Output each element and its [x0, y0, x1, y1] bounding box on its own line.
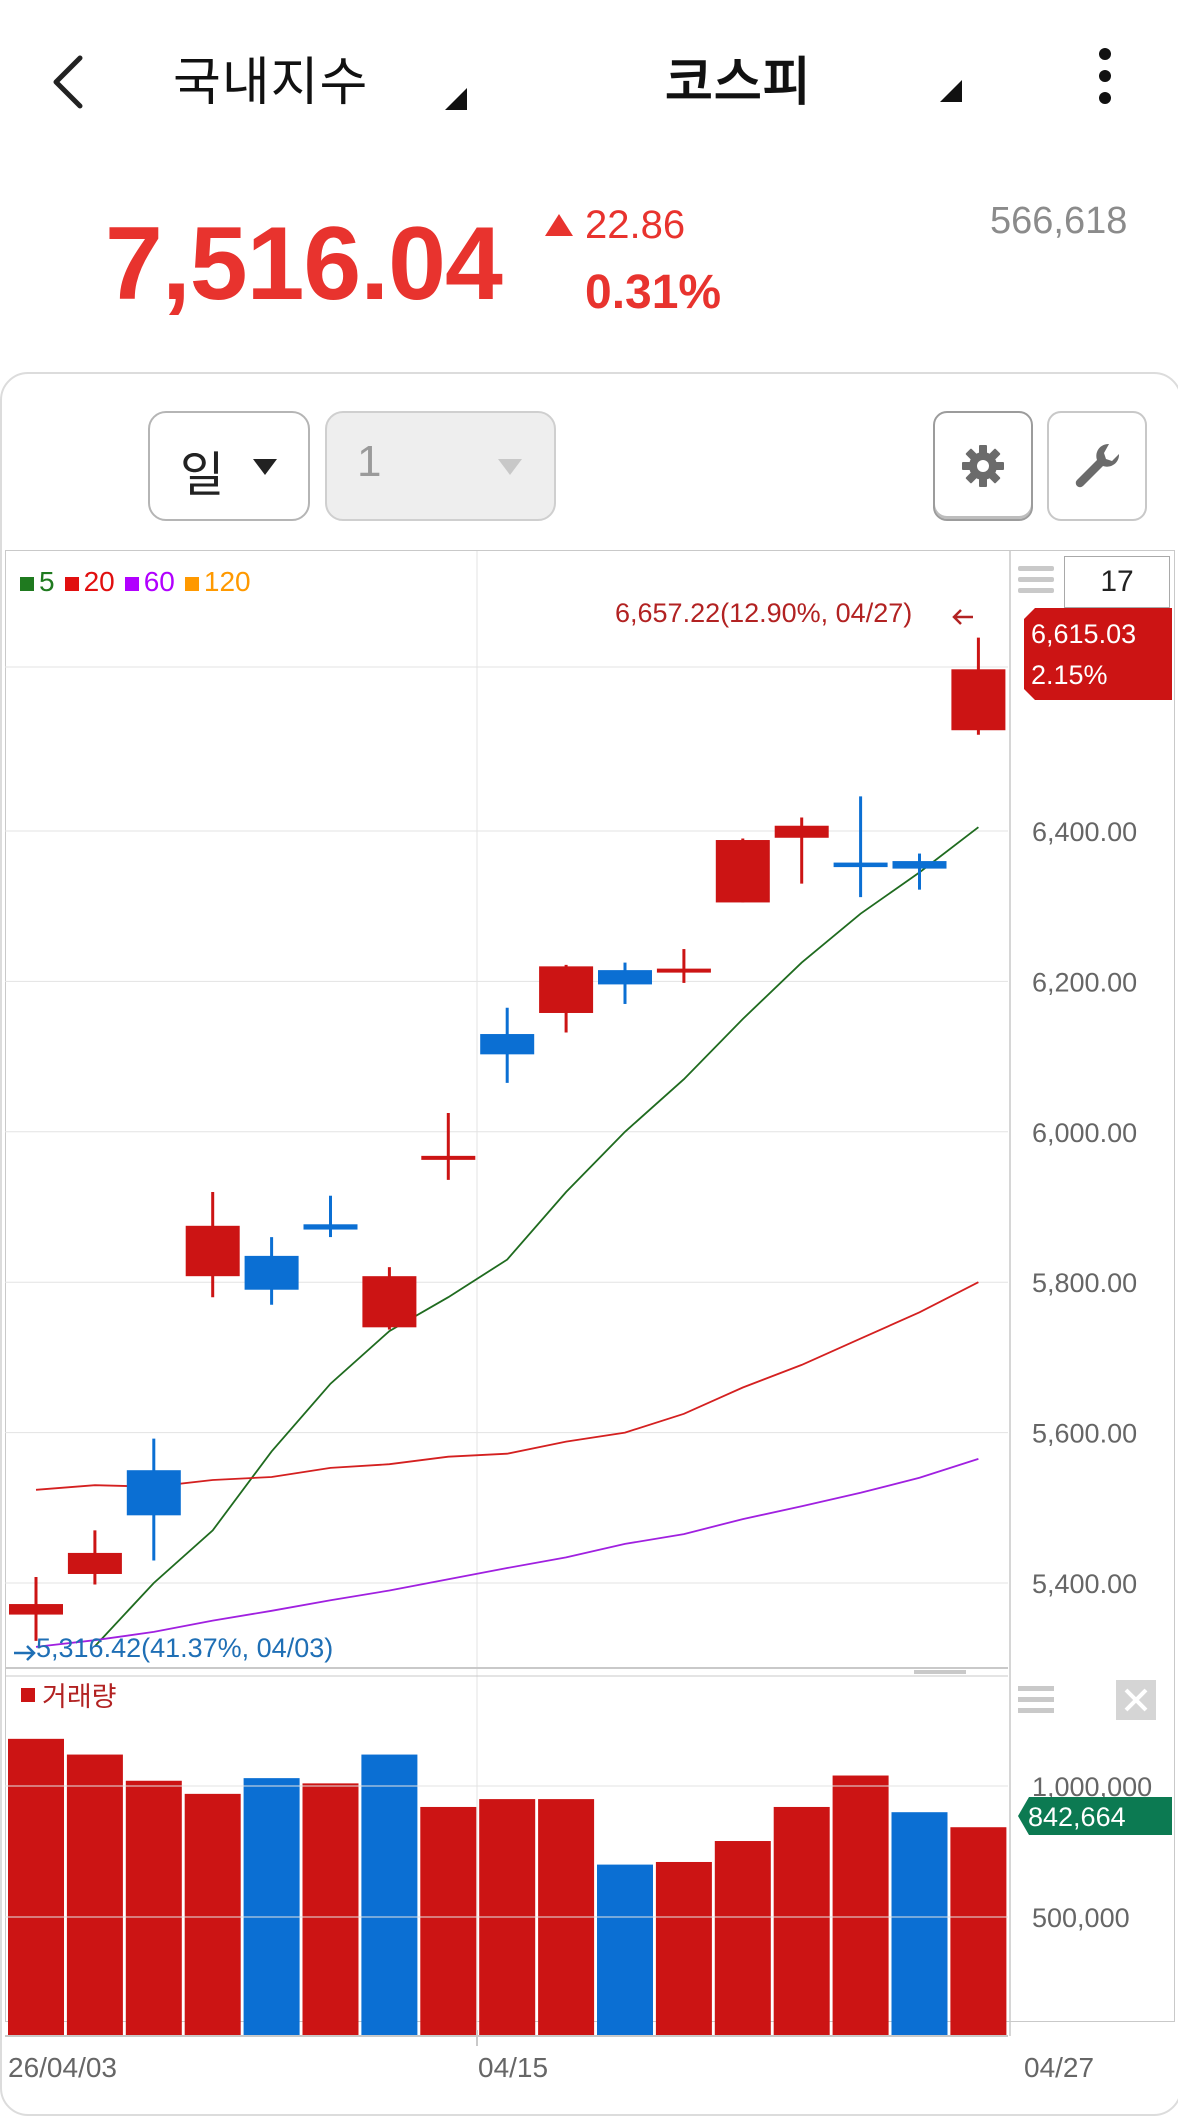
chart-settings-button[interactable]	[933, 411, 1033, 521]
volume-bar	[66, 1754, 123, 2036]
index-selector-label[interactable]: 코스피	[665, 53, 812, 113]
volume-bar	[243, 1778, 300, 2036]
y-axis-tick: 6,400.00	[1032, 817, 1137, 847]
candle	[833, 796, 888, 898]
ma20-line	[35, 1281, 979, 1491]
trading-volume: 566,618	[990, 200, 1128, 242]
period-count-select[interactable]: 1	[325, 411, 556, 521]
volume-bar	[420, 1806, 477, 2036]
volume-bar	[125, 1780, 182, 2036]
more-vertical-icon	[1090, 48, 1120, 104]
period-count-value: 1	[357, 437, 382, 486]
high-price-note: 6,657.22(12.90%, 04/27)	[615, 598, 912, 628]
y-axis-tick: 5,800.00	[1032, 1268, 1137, 1298]
visible-candle-count[interactable]: 17	[1064, 556, 1170, 608]
last-price-percent: 2.15%	[1031, 660, 1108, 690]
volume-tag	[1018, 1797, 1172, 1835]
volume-bar	[832, 1775, 889, 2036]
candle	[480, 1007, 535, 1083]
volume-bar	[773, 1806, 830, 2036]
y-axis-tick: 6,200.00	[1032, 967, 1137, 997]
gear-icon	[962, 445, 1004, 487]
wrench-icon	[1075, 443, 1120, 488]
ma-legend: 5 20 60 120	[20, 566, 261, 598]
candle	[951, 637, 1006, 735]
volume-bar	[479, 1799, 536, 2036]
pane-resize-handle[interactable]	[914, 1670, 966, 1674]
candle	[892, 853, 947, 890]
close-icon[interactable]	[1116, 1680, 1156, 1720]
candle	[362, 1267, 417, 1330]
market-dropdown-icon[interactable]	[445, 88, 467, 110]
volume-bar	[361, 1754, 418, 2036]
volume-label: 거래량	[42, 1682, 117, 1712]
volume-axis-tick: 500,000	[1032, 1903, 1130, 1933]
low-price-note: 5,316.42(41.37%, 04/03)	[36, 1633, 333, 1663]
back-button[interactable]	[40, 40, 100, 120]
legend-item-ma5: 5	[20, 566, 55, 597]
candle	[539, 964, 594, 1033]
volume-bar	[597, 1864, 653, 2036]
candle	[715, 838, 770, 903]
x-axis-date-end: 04/27	[1024, 2052, 1094, 2083]
volume-bar	[184, 1793, 241, 2036]
candle	[656, 949, 711, 983]
legend-label: 20	[83, 566, 115, 597]
legend-item-ma20: 20	[64, 566, 115, 597]
price-change: 22.86	[585, 203, 686, 247]
volume-bar	[538, 1799, 595, 2036]
ma60-line	[35, 1458, 979, 1648]
legend-item-ma120: 120	[184, 566, 251, 597]
market-selector-label[interactable]: 국내지수	[173, 53, 369, 113]
y-axis-tick: 5,600.00	[1032, 1419, 1137, 1449]
candle	[421, 1113, 476, 1180]
index-dropdown-icon[interactable]	[940, 80, 962, 102]
arrow-left-icon	[952, 609, 973, 625]
chevron-left-icon	[53, 55, 83, 109]
volume-bar	[891, 1812, 948, 2036]
period-select[interactable]: 일	[148, 411, 310, 521]
period-select-value: 일	[180, 447, 225, 503]
candle	[185, 1191, 240, 1298]
candle	[244, 1237, 299, 1305]
candle	[9, 1576, 63, 1641]
y-axis-tick: 6,000.00	[1032, 1118, 1137, 1148]
volume-tag-value: 842,664	[1028, 1802, 1126, 1832]
legend-item-ma60: 60	[124, 566, 175, 597]
volume-bar	[8, 1738, 64, 2036]
volume-legend-swatch	[21, 1688, 35, 1702]
last-price-tag	[1024, 608, 1172, 700]
more-menu-button[interactable]	[1090, 48, 1120, 112]
legend-label: 5	[39, 566, 55, 597]
x-axis-date-mid: 04/15	[478, 2052, 548, 2083]
arrow-right-icon	[14, 1645, 36, 1661]
chevron-down-icon	[253, 459, 277, 475]
up-arrow-icon	[545, 214, 573, 236]
candle	[598, 962, 652, 1004]
volume-bar	[950, 1827, 1007, 2036]
current-price: 7,516.04	[105, 206, 503, 322]
y-axis-tick: 5,400.00	[1032, 1569, 1137, 1599]
x-axis-date-start: 26/04/03	[8, 2052, 117, 2083]
chart-tools-button[interactable]	[1047, 411, 1147, 521]
chevron-down-icon	[498, 459, 522, 475]
volume-bar	[714, 1841, 771, 2036]
price-change-percent: 0.31%	[585, 266, 722, 319]
chart-menu-icon[interactable]	[1018, 566, 1054, 599]
volume-bar	[302, 1783, 359, 2036]
volume-menu-icon[interactable]	[1018, 1686, 1054, 1713]
candle	[303, 1195, 358, 1238]
candle	[774, 817, 829, 884]
candle	[67, 1530, 122, 1585]
legend-label: 60	[143, 566, 175, 597]
candle	[126, 1438, 181, 1561]
legend-label: 120	[203, 566, 251, 597]
ma5-line	[94, 826, 979, 1647]
last-price-value: 6,615.03	[1031, 619, 1136, 649]
volume-bar	[655, 1861, 712, 2036]
